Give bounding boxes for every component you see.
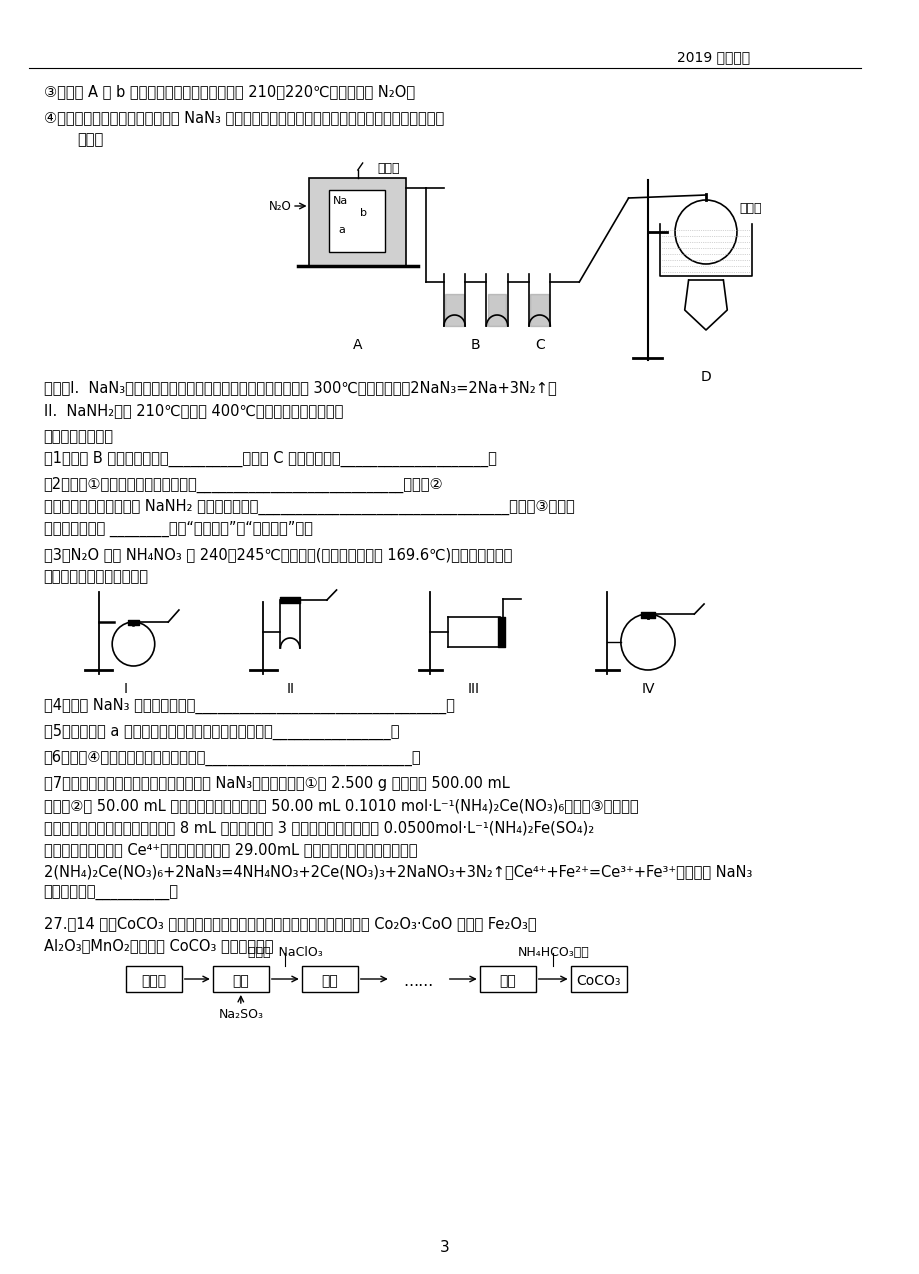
Text: Al₂O₃、MnO₂等）生产 CoCO₃ 的流程如下：: Al₂O₃、MnO₂等）生产 CoCO₃ 的流程如下： (43, 938, 273, 953)
Text: （6）步骤④中用乙醚洗洤的主要目的是____________________________。: （6）步骤④中用乙醚洗洤的主要目的是______________________… (43, 750, 421, 766)
Text: Na₂SO₃: Na₂SO₃ (218, 1008, 263, 1020)
Text: 2019 高三试题: 2019 高三试题 (676, 50, 749, 64)
Bar (309, 178, 406, 266)
Text: II.  NaNH₂熔点 210℃，沸点 400℃，在水溶液中易水解。: II. NaNH₂熔点 210℃，沸点 400℃，在水溶液中易水解。 (43, 403, 343, 418)
Text: 后，将溶液稍稀释，向溶液中加入 8 mL 浓硫酸，滴入 3 滴邻菲咋啊指示液，用 0.0500mol·L⁻¹(NH₄)₂Fe(SO₄)₂: 后，将溶液稍稀释，向溶液中加入 8 mL 浓硫酸，滴入 3 滴邻菲咋啊指示液，用… (43, 820, 593, 834)
Text: （3）N₂O 可由 NH₄NO₃ 在 240～245℃分解制得(硕酸锨的熔点为 169.6℃)，则可选择的气: （3）N₂O 可由 NH₄NO₃ 在 240～245℃分解制得(硕酸锨的熔点为 … (43, 547, 511, 562)
Text: a: a (338, 225, 345, 234)
Text: 温度计: 温度计 (377, 162, 399, 175)
Text: 浸取: 浸取 (233, 975, 249, 989)
Text: 沉钙: 沉钙 (499, 975, 516, 989)
Text: 3: 3 (439, 1240, 449, 1255)
Text: 氧化: 氧化 (321, 975, 338, 989)
Text: 液氨水: 液氨水 (739, 203, 762, 215)
Bar (301, 966, 357, 992)
Text: 稀盐酸  NaClO₃: 稀盐酸 NaClO₃ (247, 947, 323, 959)
Text: 已知：I.  NaN₃是易溶于水的白色固体，不稳定，撞击或加热到 300℃时爆炸分解：2NaN₃=2Na+3N₂↑。: 已知：I. NaN₃是易溶于水的白色固体，不稳定，撞击或加热到 300℃时爆炸分… (43, 380, 556, 395)
Text: （4）生成 NaN₃ 的化学方程式为__________________________________。: （4）生成 NaN₃ 的化学方程式为______________________… (43, 698, 454, 715)
Text: （7）实验室用滴定法测定叠氮化钓样品中 NaN₃的质量分数：①将 2.500 g 试样配成 500.00 mL: （7）实验室用滴定法测定叠氮化钓样品中 NaN₃的质量分数：①将 2.500 g… (43, 776, 509, 791)
Text: 的质量分数为__________。: 的质量分数为__________。 (43, 885, 178, 901)
Text: CoCO₃: CoCO₃ (576, 975, 620, 989)
Text: A: A (353, 338, 362, 352)
Text: ……: …… (403, 973, 434, 989)
Bar (479, 966, 535, 992)
Text: b: b (359, 208, 367, 218)
Text: IV: IV (641, 682, 654, 696)
Text: D: D (700, 369, 710, 383)
Text: 溶液。②取 50.00 mL 溶液置于锥形瓶中，加入 50.00 mL 0.1010 mol·L⁻¹(NH₄)₂Ce(NO₃)₆溶液。③充分反应: 溶液。②取 50.00 mL 溶液置于锥形瓶中，加入 50.00 mL 0.10… (43, 798, 638, 813)
Text: II: II (286, 682, 294, 696)
Text: （2）步骤①中先加热通氨气的目的是____________________________；步骤②: （2）步骤①中先加热通氨气的目的是_______________________… (43, 476, 443, 493)
Text: （1）装置 B 中盛放的药品为__________；装置 C 的主要作用是____________________。: （1）装置 B 中盛放的药品为__________；装置 C 的主要作用是___… (43, 451, 496, 468)
Text: 晏干。: 晏干。 (77, 132, 104, 147)
Bar (126, 966, 182, 992)
Text: NH₄HCO₃溶液: NH₄HCO₃溶液 (516, 947, 588, 959)
Text: （5）图中仪器 a 用的是铁质而不用玻璃，其主要原因是________________。: （5）图中仪器 a 用的是铁质而不用玻璃，其主要原因是_____________… (43, 724, 399, 740)
Text: 请回答下列问题：: 请回答下列问题： (43, 429, 113, 445)
Bar (212, 966, 268, 992)
Text: ④冷却，向产物中加入乙醇（降低 NaN₃ 的溶解度），减压浓缩结晶后，再过滤，并用乙醚洗洤，: ④冷却，向产物中加入乙醇（降低 NaN₃ 的溶解度），减压浓缩结晶后，再过滤，并… (43, 110, 443, 125)
Text: 2(NH₄)₂Ce(NO₃)₆+2NaN₃=4NH₄NO₃+2Ce(NO₃)₃+2NaNO₃+3N₂↑；Ce⁴⁺+Fe²⁺=Ce³⁺+Fe³⁺；试样中 NaN₃: 2(NH₄)₂Ce(NO₃)₆+2NaN₃=4NH₄NO₃+2Ce(NO₃)₃+… (43, 864, 751, 879)
Text: ③向装置 A 中 b 容器内充入加热介质并加热到 210～220℃，然后通入 N₂O。: ③向装置 A 中 b 容器内充入加热介质并加热到 210～220℃，然后通入 N… (43, 84, 414, 99)
Bar (570, 966, 626, 992)
Text: C: C (534, 338, 544, 352)
Text: 钙矿石: 钙矿石 (141, 975, 166, 989)
Text: 27.（14 分）CoCO₃ 主要用作选矿剂、伪装涂料的颜料等。用钙矿石（含 Co₂O₃·CoO 及少量 Fe₂O₃、: 27.（14 分）CoCO₃ 主要用作选矿剂、伪装涂料的颜料等。用钙矿石（含 C… (43, 916, 536, 931)
Text: N₂O: N₂O (268, 200, 291, 213)
Text: III: III (468, 682, 480, 696)
Text: I: I (123, 682, 128, 696)
Text: B: B (471, 338, 480, 352)
Text: 氨气与熳化的钓反应生成 NaNH₂ 的化学方程式为__________________________________。步骤③中最适: 氨气与熳化的钓反应生成 NaNH₂ 的化学方程式为_______________… (43, 499, 573, 515)
Text: 体发生装置是（填序号）。: 体发生装置是（填序号）。 (43, 569, 148, 583)
Text: 宜的加热方式为 ________（填“水浴加热”，“油浴加热”）。: 宜的加热方式为 ________（填“水浴加热”，“油浴加热”）。 (43, 521, 312, 538)
Text: 标准溶液滴定过量的 Ce⁴⁺，消耗溶液体积为 29.00mL 。测定过程的反应方程式为：: 标准溶液滴定过量的 Ce⁴⁺，消耗溶液体积为 29.00mL 。测定过程的反应方… (43, 842, 416, 857)
Text: Na: Na (333, 196, 347, 206)
Bar (328, 190, 384, 252)
